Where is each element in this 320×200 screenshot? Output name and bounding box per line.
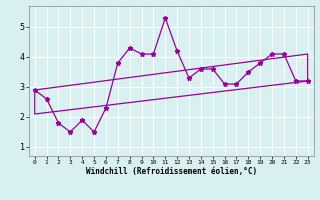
X-axis label: Windchill (Refroidissement éolien,°C): Windchill (Refroidissement éolien,°C) [86,167,257,176]
